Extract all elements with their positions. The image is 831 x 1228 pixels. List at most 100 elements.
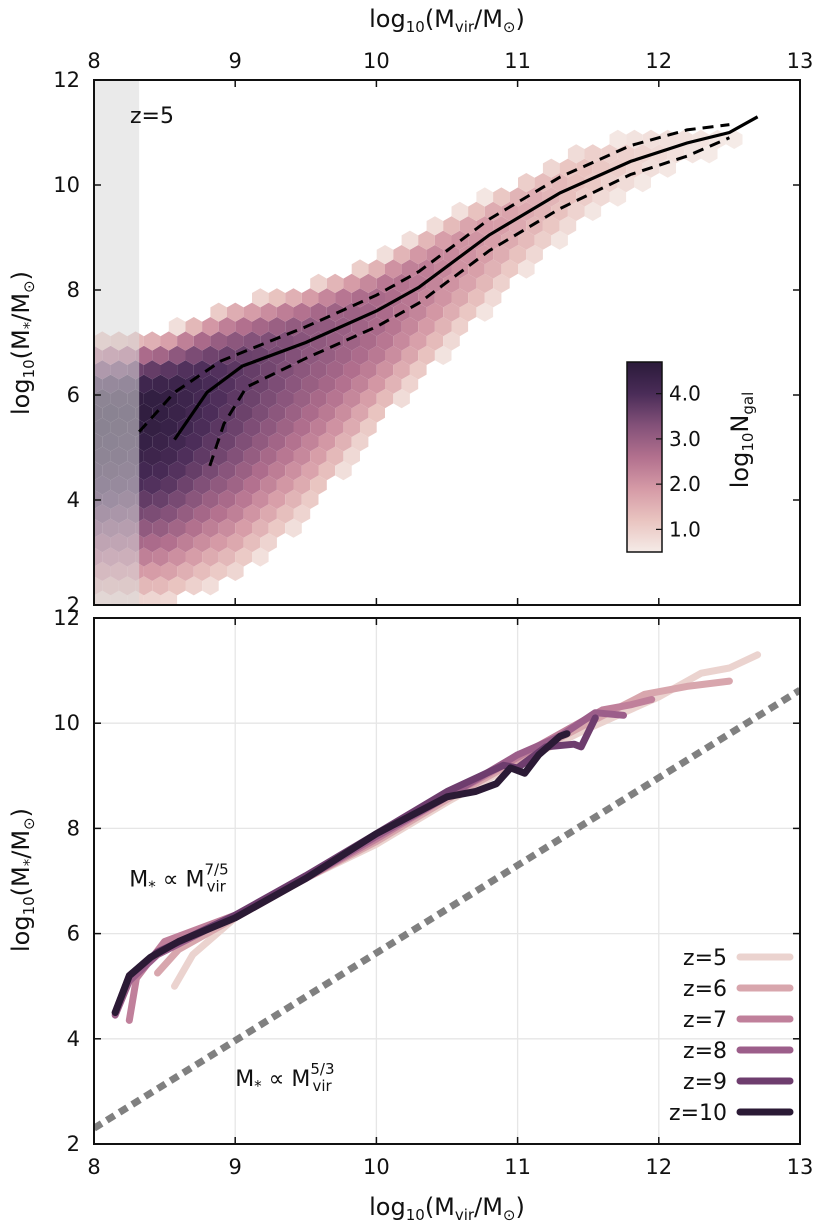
hexbin-cell (260, 302, 277, 322)
hexbin-cell (135, 518, 153, 538)
hexbin-cell (376, 360, 394, 380)
hexbin-cell (476, 273, 494, 293)
hexbin-cell (276, 331, 294, 351)
hexbin-cell (243, 533, 261, 553)
hexbin-cell (335, 403, 352, 423)
hexbin-cell (559, 216, 577, 236)
hexbin-cell (227, 331, 244, 351)
hexbin-cell (451, 259, 469, 279)
hexbin-cell (285, 518, 302, 538)
hexbin-cell (335, 432, 352, 452)
resolution-limit-shade (94, 80, 140, 605)
hexbin-cell (285, 288, 302, 308)
hexbin-cell (210, 331, 227, 351)
hexbin-cell (260, 446, 277, 466)
hexbin-cell (285, 461, 302, 481)
hexbin-cell (193, 504, 211, 524)
hexbin-cell (426, 331, 444, 351)
hexbin-cell (326, 417, 344, 437)
hexbin-cell (227, 417, 244, 437)
hexbin-cell (177, 561, 194, 581)
hexbin-cell (243, 475, 261, 495)
hexbin-cell (276, 504, 294, 524)
hexbin-cell (193, 446, 211, 466)
hexbin-cell (243, 446, 261, 466)
hexbin-cell (376, 331, 394, 351)
hexbin-cell (135, 374, 153, 394)
hexbin-cell (210, 504, 227, 524)
hexbin-cell (202, 518, 219, 538)
hexbin-cell (518, 230, 535, 250)
hexbin-cell (542, 216, 560, 236)
hexbin-cell (310, 302, 327, 322)
hexbin-cell (326, 302, 344, 322)
hexbin-cell (285, 432, 302, 452)
hexbin-cell (509, 187, 527, 207)
hexbin-cell (252, 317, 269, 337)
hexbin-cell (260, 389, 277, 409)
hexbin-cell (526, 187, 543, 207)
hexbin-cell (409, 331, 427, 351)
hexbin-cell (484, 259, 502, 279)
hexbin-cell (426, 302, 444, 322)
hexbin-cell (135, 489, 153, 509)
hexbin-cell (168, 576, 186, 596)
hexbin-cell (584, 144, 602, 164)
hexbin-cell (310, 273, 327, 293)
hexbin-cell (185, 461, 203, 481)
hexbin-cell (235, 345, 252, 365)
hexbin-cell (468, 201, 485, 221)
hexbin-cell (143, 389, 161, 409)
hexbin-cell (401, 317, 419, 337)
hexbin-cell (451, 201, 469, 221)
series-line-z-10 (111, 730, 571, 1016)
percentile-lines (138, 115, 759, 467)
hexbin-cell (218, 518, 236, 538)
y-tick-label: 12 (53, 68, 80, 92)
y-tick-label: 8 (67, 278, 80, 302)
hexbin-cell (168, 518, 186, 538)
hexbin-cell (385, 374, 402, 394)
hexbin-cell (160, 475, 178, 495)
hexbin-cell (268, 432, 286, 452)
hexbin-cell (268, 518, 286, 538)
hexbin-cell (243, 504, 261, 524)
x-tick-label: 13 (787, 1155, 814, 1179)
hexbin-cell (193, 417, 211, 437)
hexbin-cell (310, 446, 327, 466)
hexbin-cell (551, 230, 568, 250)
y-tick-label: 10 (53, 711, 80, 735)
hexbin-cell (318, 288, 336, 308)
hexbin-cell (185, 576, 203, 596)
hexbin-cell (143, 475, 161, 495)
y-tick-label: 10 (53, 173, 80, 197)
top-ylabel: log10(M*/M⊙) (7, 271, 38, 415)
hexbin-cell (218, 489, 236, 509)
hexbin-cell (235, 547, 252, 567)
hexbin-cell (160, 504, 178, 524)
hexbin-cell (227, 389, 244, 409)
hexbin-cell (293, 475, 311, 495)
hexbin-cell (301, 432, 319, 452)
hexbin-cell (143, 561, 161, 581)
hexbin-cell (360, 417, 377, 437)
legend-label: z=8 (683, 1039, 727, 1064)
top-xlabel: log10(Mvir/M⊙) (369, 5, 525, 36)
hexbin-cell (285, 345, 302, 365)
hexbin-cell (393, 245, 410, 265)
hexbin-cell (443, 273, 460, 293)
hexbin-cell (401, 230, 419, 250)
hexbin-cell (276, 302, 294, 322)
hexbin-cell (202, 432, 219, 452)
hexbin-cell (210, 446, 227, 466)
top-axis-ticks: 8 9 10 11 12 13 2 4 6 8 10 12 (53, 49, 813, 617)
hexbin-cell (443, 216, 460, 236)
hexbin-cell (168, 317, 186, 337)
x-tick-label: 10 (363, 49, 390, 73)
hexbin-cell (484, 288, 502, 308)
hexbin-cell (601, 173, 618, 193)
hexbin-cell (135, 547, 153, 567)
hexbin-cell (210, 475, 227, 495)
hexbin-cell (235, 432, 252, 452)
hexbin-cell (152, 576, 169, 596)
